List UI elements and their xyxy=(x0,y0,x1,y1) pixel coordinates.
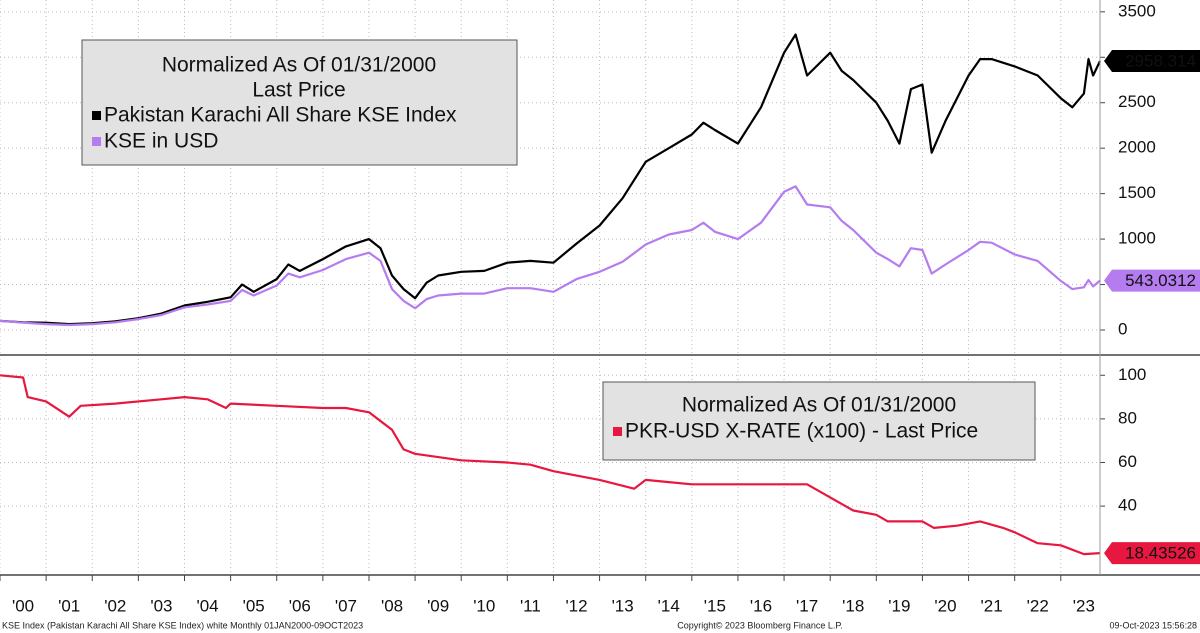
x-tick-label: '19 xyxy=(888,596,910,615)
legend-entry: Pakistan Karachi All Share KSE Index xyxy=(104,104,457,127)
last-value-label: 18.43526 xyxy=(1125,544,1196,563)
x-tick-label: '01 xyxy=(58,596,80,615)
x-tick-label: '21 xyxy=(981,596,1003,615)
legend-bottom: Normalized As Of 01/31/2000 PKR-USD X-RA… xyxy=(602,381,1036,461)
last-value-tag xyxy=(1104,269,1200,292)
legend-top: Normalized As Of 01/31/2000 Last Price P… xyxy=(81,39,518,166)
x-tick-label: '02 xyxy=(104,596,126,615)
x-tick-label: '04 xyxy=(196,596,218,615)
legend-entry: PKR-USD X-RATE (x100) - Last Price xyxy=(625,420,978,443)
footer-copyright: Copyright© 2023 Bloomberg Finance L.P. xyxy=(677,620,843,630)
x-tick-label: '16 xyxy=(750,596,772,615)
legend-box xyxy=(602,381,1036,461)
x-tick-label: '11 xyxy=(520,596,541,615)
y-tick-label: 3500 xyxy=(1118,1,1156,20)
legend-box xyxy=(81,39,518,166)
x-tick-label: '14 xyxy=(658,596,680,615)
x-tick-label: '20 xyxy=(934,596,956,615)
y-tick-label: 2500 xyxy=(1118,92,1156,111)
y-tick-label: 40 xyxy=(1118,496,1137,515)
y-tick-label: 1000 xyxy=(1118,229,1156,248)
x-tick-label: '07 xyxy=(335,596,357,615)
legend-title: Normalized As Of 01/31/2000 xyxy=(162,54,436,77)
x-tick-label: '06 xyxy=(289,596,311,615)
legend-swatch xyxy=(92,111,101,120)
x-tick-label: '10 xyxy=(473,596,495,615)
x-tick-label: '22 xyxy=(1027,596,1049,615)
line-series xyxy=(0,33,1101,326)
y-tick-label: 1500 xyxy=(1118,183,1156,202)
x-tick-label: '12 xyxy=(565,596,587,615)
x-tick-label: '05 xyxy=(243,596,265,615)
x-tick-label: '00 xyxy=(12,596,34,615)
legend-title: Normalized As Of 01/31/2000 xyxy=(682,394,956,417)
line-series xyxy=(0,185,1101,327)
x-tick-label: '15 xyxy=(704,596,726,615)
x-tick-label: '13 xyxy=(612,596,634,615)
legend-subtitle: Last Price xyxy=(252,79,345,102)
x-tick-label: '18 xyxy=(842,596,864,615)
y-tick-label: 100 xyxy=(1118,365,1146,384)
y-tick-label: 2000 xyxy=(1118,138,1156,157)
y-tick-label: 80 xyxy=(1118,408,1137,427)
line-series xyxy=(0,374,1101,556)
last-value-label: 2958.314 xyxy=(1125,52,1196,71)
last-value-tag xyxy=(1104,50,1200,73)
legend-swatch xyxy=(613,427,622,436)
legend-entry: KSE in USD xyxy=(104,130,218,153)
plot-area: '00 '01 '02 '03 '04 '05 '06 '07 '08 '09 '10 '11 '12 '… xyxy=(0,0,1200,615)
x-tick-label: '09 xyxy=(427,596,449,615)
footer-timestamp: 09-Oct-2023 15:56:28 xyxy=(1109,620,1197,630)
legend-swatch xyxy=(92,137,101,146)
x-tick-label: '23 xyxy=(1073,596,1095,615)
y-tick-label: 60 xyxy=(1118,452,1137,471)
x-tick-label: '17 xyxy=(796,596,818,615)
x-tick-label: '08 xyxy=(381,596,403,615)
footer-source: KSE Index (Pakistan Karachi All Share KS… xyxy=(2,620,363,630)
y-tick-label: 0 xyxy=(1118,319,1127,338)
last-value-label: 543.0312 xyxy=(1125,271,1196,290)
last-value-tag xyxy=(1104,542,1200,565)
x-tick-label: '03 xyxy=(150,596,172,615)
